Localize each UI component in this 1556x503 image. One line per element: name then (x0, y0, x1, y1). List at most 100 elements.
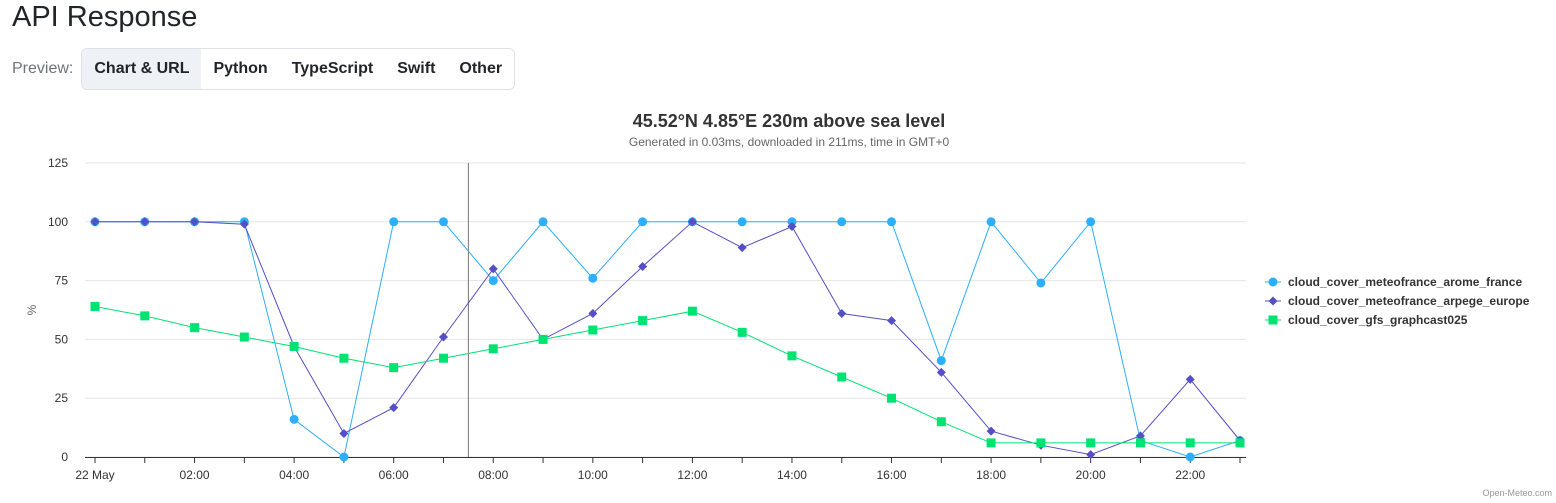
data-point (90, 217, 100, 227)
data-point (488, 276, 498, 286)
data-point (737, 243, 747, 253)
data-point (438, 332, 448, 342)
x-tick-label: 08:00 (478, 468, 508, 482)
tab-chart-url[interactable]: Chart & URL (82, 49, 202, 89)
data-point (190, 323, 200, 333)
data-point (787, 217, 797, 227)
series-lines (90, 217, 1245, 462)
y-tick-label: 100 (48, 215, 68, 229)
data-point (737, 217, 747, 227)
x-tick-label: 04:00 (279, 468, 309, 482)
preview-tabbar: Chart & URL Python TypeScript Swift Othe… (81, 48, 516, 90)
axes: 0 25 50 75 100 125 22 May 02:00 04:00 06:00 08:00 1… (48, 156, 1246, 482)
data-point (289, 341, 299, 351)
data-point (638, 217, 648, 227)
preview-label: Preview: (12, 60, 74, 77)
page-title: API Response (12, 1, 198, 33)
data-point (887, 393, 897, 403)
legend-marker-square (1268, 315, 1278, 325)
data-point (538, 217, 548, 227)
data-point (638, 261, 648, 271)
x-tick-label: 12:00 (677, 468, 707, 482)
x-tick-label: 14:00 (777, 468, 807, 482)
legend-item[interactable]: cloud_cover_gfs_graphcast025 (1265, 313, 1468, 327)
data-point (438, 217, 448, 227)
data-point (339, 452, 349, 462)
x-tick-label: 18:00 (976, 468, 1006, 482)
data-point (986, 426, 996, 436)
y-tick-label: 125 (48, 156, 68, 170)
legend-marker-circle (1268, 277, 1278, 287)
data-point (687, 306, 697, 316)
x-tick-label: 22:00 (1175, 468, 1205, 482)
x-tick-label: 22 May (75, 468, 114, 482)
data-point (787, 351, 797, 361)
data-point (339, 428, 349, 438)
y-tick-label: 0 (61, 450, 68, 464)
data-point (1086, 450, 1096, 460)
data-point (986, 217, 996, 227)
legend-item[interactable]: cloud_cover_meteofrance_arome_france (1265, 275, 1522, 289)
legend-item[interactable]: cloud_cover_meteofrance_arpege_europe (1265, 294, 1530, 308)
data-point (389, 217, 399, 227)
data-point (488, 264, 498, 274)
data-point (837, 309, 847, 319)
tab-python[interactable]: Python (201, 49, 280, 89)
data-point (887, 316, 897, 326)
legend-label: cloud_cover_gfs_graphcast025 (1288, 313, 1468, 327)
y-axis-label: % (25, 304, 39, 315)
data-point (1036, 278, 1046, 288)
data-point (389, 403, 399, 413)
gridlines (85, 162, 1246, 458)
credit-text[interactable]: Open-Meteo.com (1482, 488, 1552, 498)
tab-typescript[interactable]: TypeScript (279, 49, 386, 89)
data-point (1135, 438, 1145, 448)
legend: cloud_cover_meteofrance_arome_franceclou… (1265, 275, 1530, 327)
data-point (1086, 438, 1096, 448)
data-point (837, 372, 847, 382)
data-point (1235, 438, 1245, 448)
y-tick-label: 75 (55, 274, 69, 288)
x-tick-label: 10:00 (578, 468, 608, 482)
data-point (140, 217, 150, 227)
data-point (787, 222, 797, 232)
data-point (887, 217, 897, 227)
data-point (339, 353, 349, 363)
data-point (389, 363, 399, 373)
data-point (190, 217, 200, 227)
series-line-0 (95, 220, 1241, 458)
tab-swift[interactable]: Swift (385, 49, 448, 89)
x-tick-label: 16:00 (877, 468, 907, 482)
line-chart[interactable]: 45.52°N 4.85°E 230m above sea level Gene… (0, 100, 1556, 498)
legend-label: cloud_cover_meteofrance_arome_france (1288, 275, 1522, 289)
data-point (1185, 438, 1195, 448)
preview-selector: Preview: Chart & URL Python TypeScript S… (12, 48, 516, 90)
data-point (1036, 438, 1046, 448)
data-point (588, 309, 598, 319)
data-point (588, 273, 598, 283)
data-point (90, 301, 100, 311)
data-point (289, 414, 299, 424)
data-point (538, 334, 548, 344)
data-point (239, 219, 249, 229)
chart-container: 45.52°N 4.85°E 230m above sea level Gene… (0, 100, 1556, 498)
data-point (1135, 431, 1145, 441)
data-point (837, 217, 847, 227)
data-point (1185, 374, 1195, 384)
data-point (936, 417, 946, 427)
tab-other[interactable]: Other (447, 49, 515, 89)
chart-title: 45.52°N 4.85°E 230m above sea level (633, 111, 946, 131)
x-tick-label: 02:00 (180, 468, 210, 482)
data-point (737, 327, 747, 337)
data-point (140, 311, 150, 321)
data-point (488, 344, 498, 354)
y-tick-label: 50 (55, 332, 69, 346)
data-point (936, 356, 946, 366)
data-point (638, 316, 648, 326)
series-line-1 (95, 221, 1241, 456)
data-point (986, 438, 996, 448)
data-point (1086, 217, 1096, 227)
data-point (1185, 452, 1195, 462)
x-tick-label: 20:00 (1076, 468, 1106, 482)
data-point (239, 332, 249, 342)
